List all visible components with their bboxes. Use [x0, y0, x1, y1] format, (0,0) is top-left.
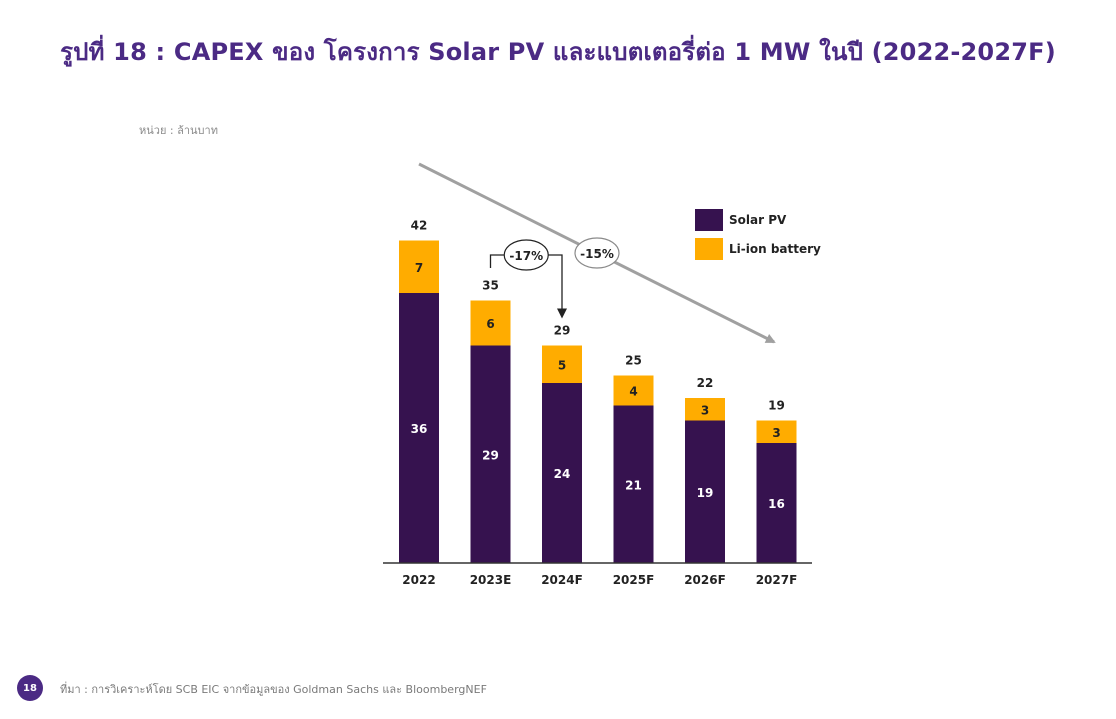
label-battery-2023e: 6: [486, 317, 494, 331]
trend-callout-bubble: [574, 237, 620, 269]
bar-battery-2022: [399, 240, 439, 293]
x-tick-label-2026f: 2026F: [684, 573, 726, 587]
yoy-callout-label: -17%: [509, 249, 543, 263]
yoy-callout-bubble: [503, 239, 549, 271]
label-solar-pv-2024f: 24: [554, 467, 571, 481]
label-total-2026f: 22: [697, 376, 714, 390]
bar-solar-pv-2027f: [756, 443, 797, 563]
label-solar-pv-2023e: 29: [482, 448, 499, 462]
label-battery-2027f: 3: [772, 426, 780, 440]
page-number-badge: 18: [17, 675, 43, 701]
page-title: รูปที่ 18 : CAPEX ของ โครงการ Solar PV แ…: [60, 38, 1056, 66]
label-battery-2025f: 4: [629, 385, 637, 399]
label-total-2023e: 35: [482, 279, 499, 293]
legend-swatch-solar-pv: [695, 209, 723, 231]
x-tick-label-2023e: 2023E: [470, 573, 512, 587]
label-solar-pv-2026f: 19: [697, 486, 714, 500]
label-total-2022: 42: [411, 219, 428, 233]
label-solar-pv-2025f: 21: [625, 478, 642, 492]
bar-battery-2026f: [685, 398, 725, 421]
x-tick-label-2024f: 2024F: [541, 573, 583, 587]
legend-swatch-battery: [695, 238, 723, 260]
bar-solar-pv-2023e: [470, 345, 511, 563]
bar-battery-2027f: [756, 420, 797, 443]
x-tick-label-2027f: 2027F: [756, 573, 798, 587]
bar-solar-pv-2025f: [613, 405, 654, 563]
bar-battery-2025f: [613, 375, 654, 406]
bar-battery-2023e: [470, 300, 511, 346]
label-battery-2024f: 5: [558, 358, 566, 372]
trend-callout-label: -15%: [580, 247, 614, 261]
x-tick-label-2025f: 2025F: [613, 573, 655, 587]
unit-label: หน่วย : ล้านบาท: [139, 124, 218, 137]
bar-solar-pv-2024f: [542, 383, 582, 563]
label-total-2027f: 19: [768, 399, 785, 413]
label-total-2025f: 25: [625, 354, 642, 368]
footer: 18 ที่มา : การวิเคราะห์โดย SCB EIC จากข้…: [0, 674, 1116, 702]
source-note: ที่มา : การวิเคราะห์โดย SCB EIC จากข้อมู…: [60, 683, 487, 696]
bar-solar-pv-2022: [399, 293, 439, 563]
label-solar-pv-2027f: 16: [768, 497, 785, 511]
x-tick-label-2022: 2022: [402, 573, 435, 587]
label-solar-pv-2022: 36: [411, 422, 428, 436]
legend-label-battery: Li-ion battery: [729, 242, 821, 256]
label-total-2024f: 29: [554, 324, 571, 338]
label-battery-2022: 7: [415, 261, 423, 275]
legend-label-solar-pv: Solar PV: [729, 213, 787, 227]
label-battery-2026f: 3: [701, 403, 709, 417]
bar-battery-2024f: [542, 345, 582, 383]
bar-solar-pv-2026f: [685, 420, 725, 563]
